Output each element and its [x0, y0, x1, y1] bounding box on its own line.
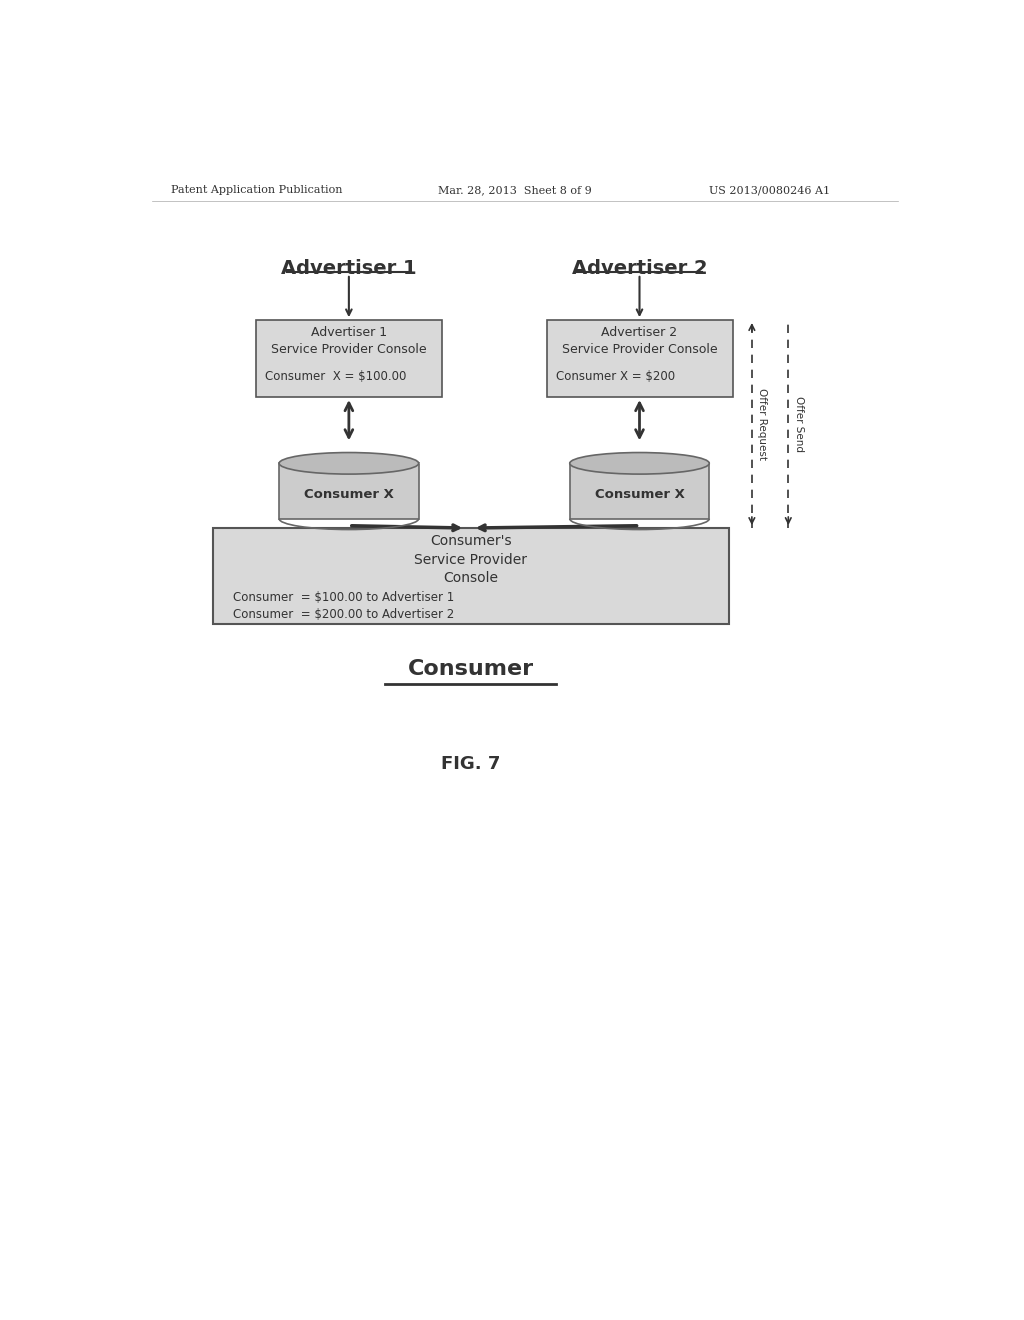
FancyBboxPatch shape [256, 321, 442, 397]
Text: Consumer  = $200.00 to Advertiser 2: Consumer = $200.00 to Advertiser 2 [232, 609, 454, 622]
Bar [280, 463, 419, 519]
Ellipse shape [280, 453, 419, 474]
FancyBboxPatch shape [547, 321, 732, 397]
Text: Consumer  = $100.00 to Advertiser 1: Consumer = $100.00 to Advertiser 1 [232, 591, 454, 605]
Bar [569, 463, 710, 519]
Text: Consumer X = $200: Consumer X = $200 [556, 370, 675, 383]
Text: Consumer  X = $100.00: Consumer X = $100.00 [265, 370, 407, 383]
Ellipse shape [569, 453, 710, 474]
Text: Consumer's: Consumer's [430, 535, 512, 548]
Text: US 2013/0080246 A1: US 2013/0080246 A1 [710, 185, 830, 195]
Text: Advertiser 1: Advertiser 1 [311, 326, 387, 339]
Text: Service Provider Console: Service Provider Console [271, 343, 427, 356]
Text: Offer Send: Offer Send [794, 396, 804, 451]
Text: Mar. 28, 2013  Sheet 8 of 9: Mar. 28, 2013 Sheet 8 of 9 [438, 185, 592, 195]
Text: Advertiser 1: Advertiser 1 [281, 259, 417, 277]
Text: Consumer X: Consumer X [595, 487, 684, 500]
Text: Consumer X: Consumer X [304, 487, 394, 500]
Text: Patent Application Publication: Patent Application Publication [171, 185, 342, 195]
Text: Console: Console [443, 572, 499, 585]
Text: Consumer: Consumer [408, 659, 534, 678]
Text: Offer Request: Offer Request [758, 388, 767, 461]
FancyBboxPatch shape [213, 528, 729, 624]
Text: Service Provider Console: Service Provider Console [562, 343, 718, 356]
Text: Service Provider: Service Provider [415, 553, 527, 566]
Text: FIG. 7: FIG. 7 [441, 755, 501, 774]
Text: Advertiser 2: Advertiser 2 [601, 326, 678, 339]
Text: Advertiser 2: Advertiser 2 [571, 259, 708, 277]
